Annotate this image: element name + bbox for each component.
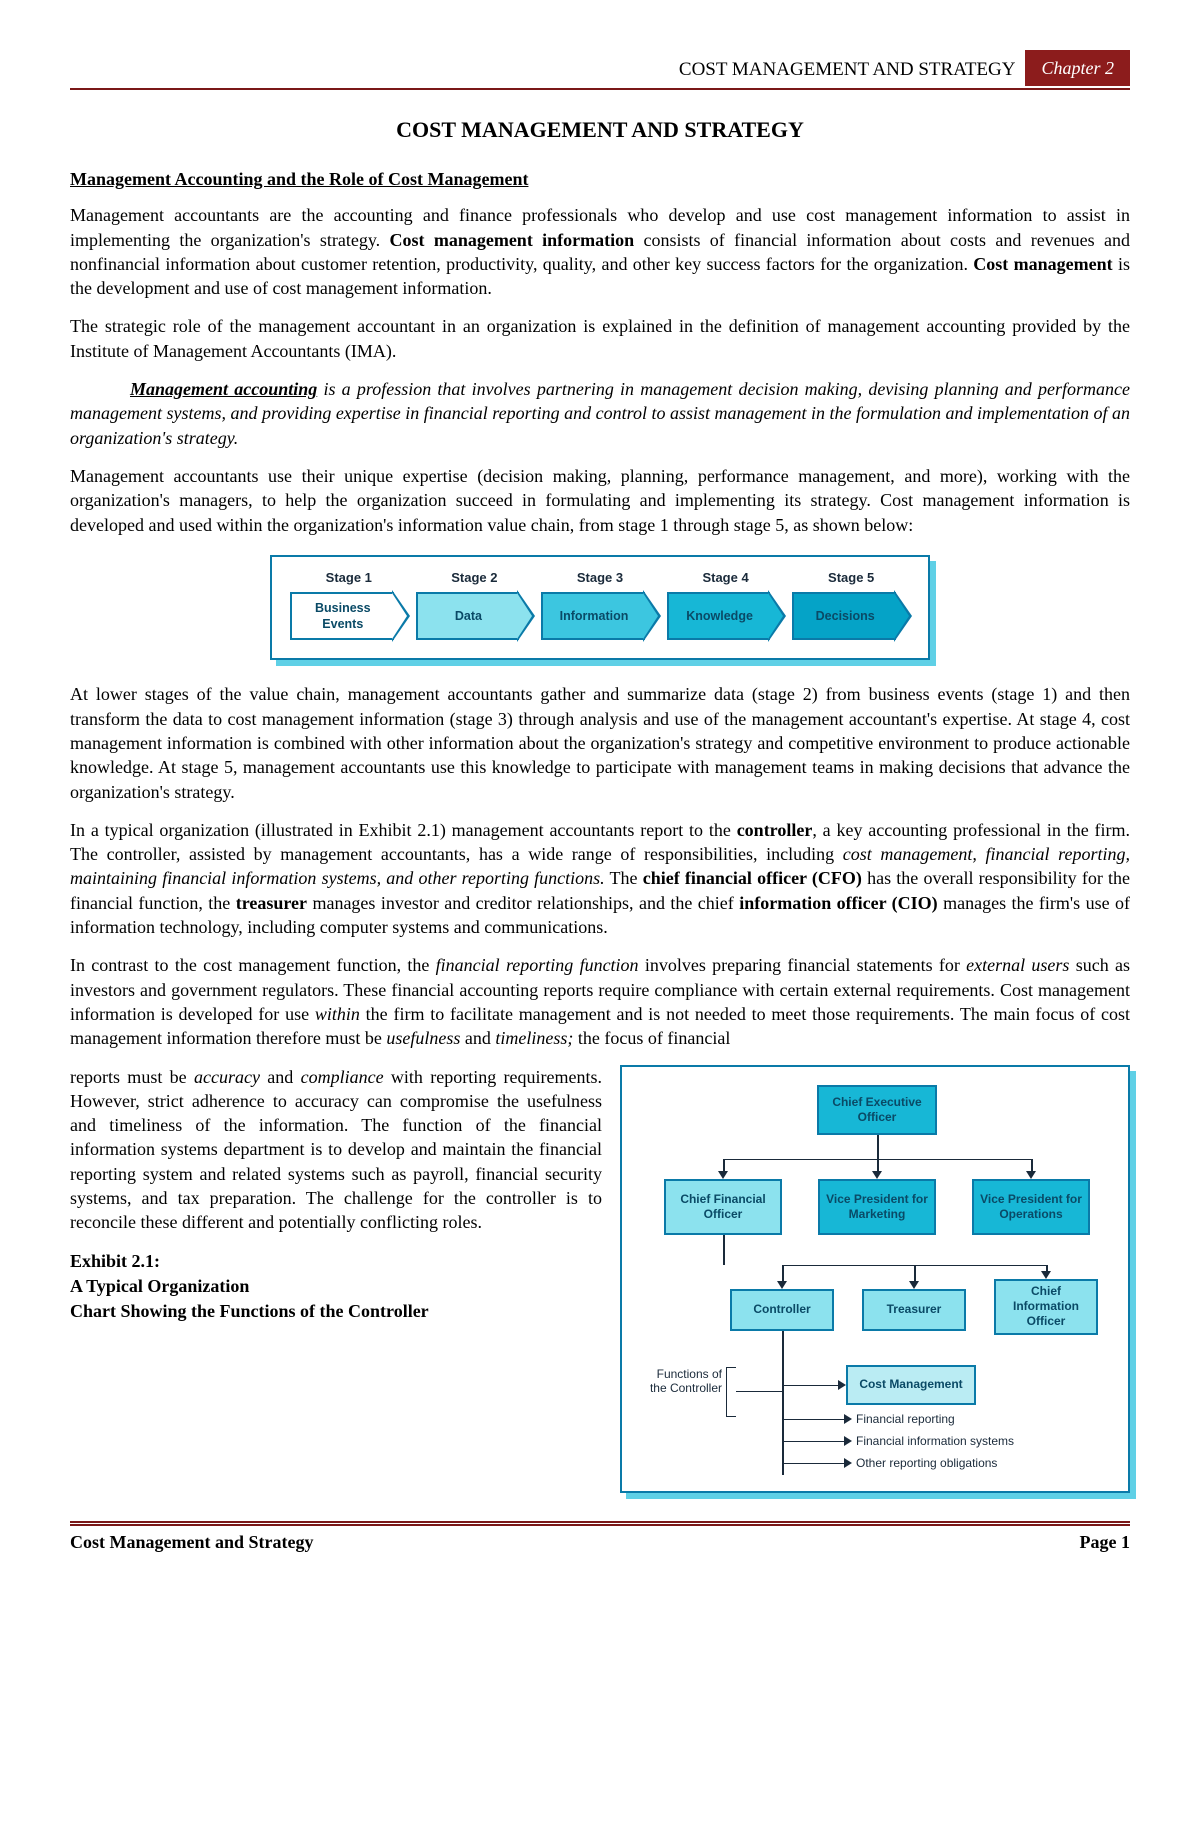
paragraph-5: In a typical organization (illustrated i… (70, 818, 1130, 939)
org-node-vp-operations: Vice President for Operations (972, 1179, 1090, 1235)
chain-stage: Stage 5 Decisions (792, 569, 910, 641)
stage-arrow: Knowledge (667, 592, 771, 640)
org-node-cfo: Chief Financial Officer (664, 1179, 782, 1235)
running-title: COST MANAGEMENT AND STRATEGY (679, 51, 1026, 87)
stage-label: Stage 5 (792, 569, 910, 587)
stage-label: Stage 3 (541, 569, 659, 587)
function-item: Financial information systems (856, 1433, 1014, 1449)
paragraph-7: reports must be accuracy and compliance … (70, 1065, 602, 1235)
page-title: COST MANAGEMENT AND STRATEGY (70, 115, 1130, 145)
functions-label: Functions of the Controller (642, 1367, 722, 1396)
footer-right: Page 1 (1080, 1530, 1130, 1554)
paragraph-1: Management accountants are the accountin… (70, 203, 1130, 300)
paragraph-3: Management accountants use their unique … (70, 464, 1130, 537)
function-item: Other reporting obligations (856, 1455, 997, 1471)
stage-arrow: Decisions (792, 592, 896, 640)
stage-arrow: Business Events (290, 592, 394, 640)
chain-stage: Stage 1 Business Events (290, 569, 408, 641)
chain-stage: Stage 3 Information (541, 569, 659, 641)
stage-label: Stage 2 (416, 569, 534, 587)
page-footer: Cost Management and Strategy Page 1 (70, 1521, 1130, 1554)
org-node-treasurer: Treasurer (862, 1289, 966, 1331)
function-item: Financial reporting (856, 1411, 955, 1427)
page-header: COST MANAGEMENT AND STRATEGY Chapter 2 (70, 50, 1130, 90)
stage-arrow: Data (416, 592, 520, 640)
chapter-badge: Chapter 2 (1025, 50, 1130, 86)
footer-left: Cost Management and Strategy (70, 1530, 313, 1554)
section-heading: Management Accounting and the Role of Co… (70, 167, 1130, 191)
stage-label: Stage 4 (667, 569, 785, 587)
org-node-ceo: Chief Executive Officer (817, 1085, 937, 1135)
org-node-controller: Controller (730, 1289, 834, 1331)
org-chart: Chief Executive Officer Chief Financial O… (620, 1065, 1130, 1493)
paragraph-6: In contrast to the cost management funct… (70, 953, 1130, 1050)
chain-stage: Stage 4 Knowledge (667, 569, 785, 641)
exhibit-caption: Exhibit 2.1: A Typical Organization Char… (70, 1249, 602, 1325)
paragraph-2: The strategic role of the management acc… (70, 314, 1130, 363)
org-node-cost-management: Cost Management (846, 1365, 976, 1405)
org-node-cio: Chief Information Officer (994, 1279, 1098, 1335)
org-node-vp-marketing: Vice President for Marketing (818, 1179, 936, 1235)
chain-stage: Stage 2 Data (416, 569, 534, 641)
paragraph-4: At lower stages of the value chain, mana… (70, 682, 1130, 803)
stage-label: Stage 1 (290, 569, 408, 587)
definition-block: Management accounting is a profession th… (70, 377, 1130, 450)
stage-arrow: Information (541, 592, 645, 640)
value-chain-diagram: Stage 1 Business Events Stage 2 Data Stage 3… (270, 555, 930, 661)
